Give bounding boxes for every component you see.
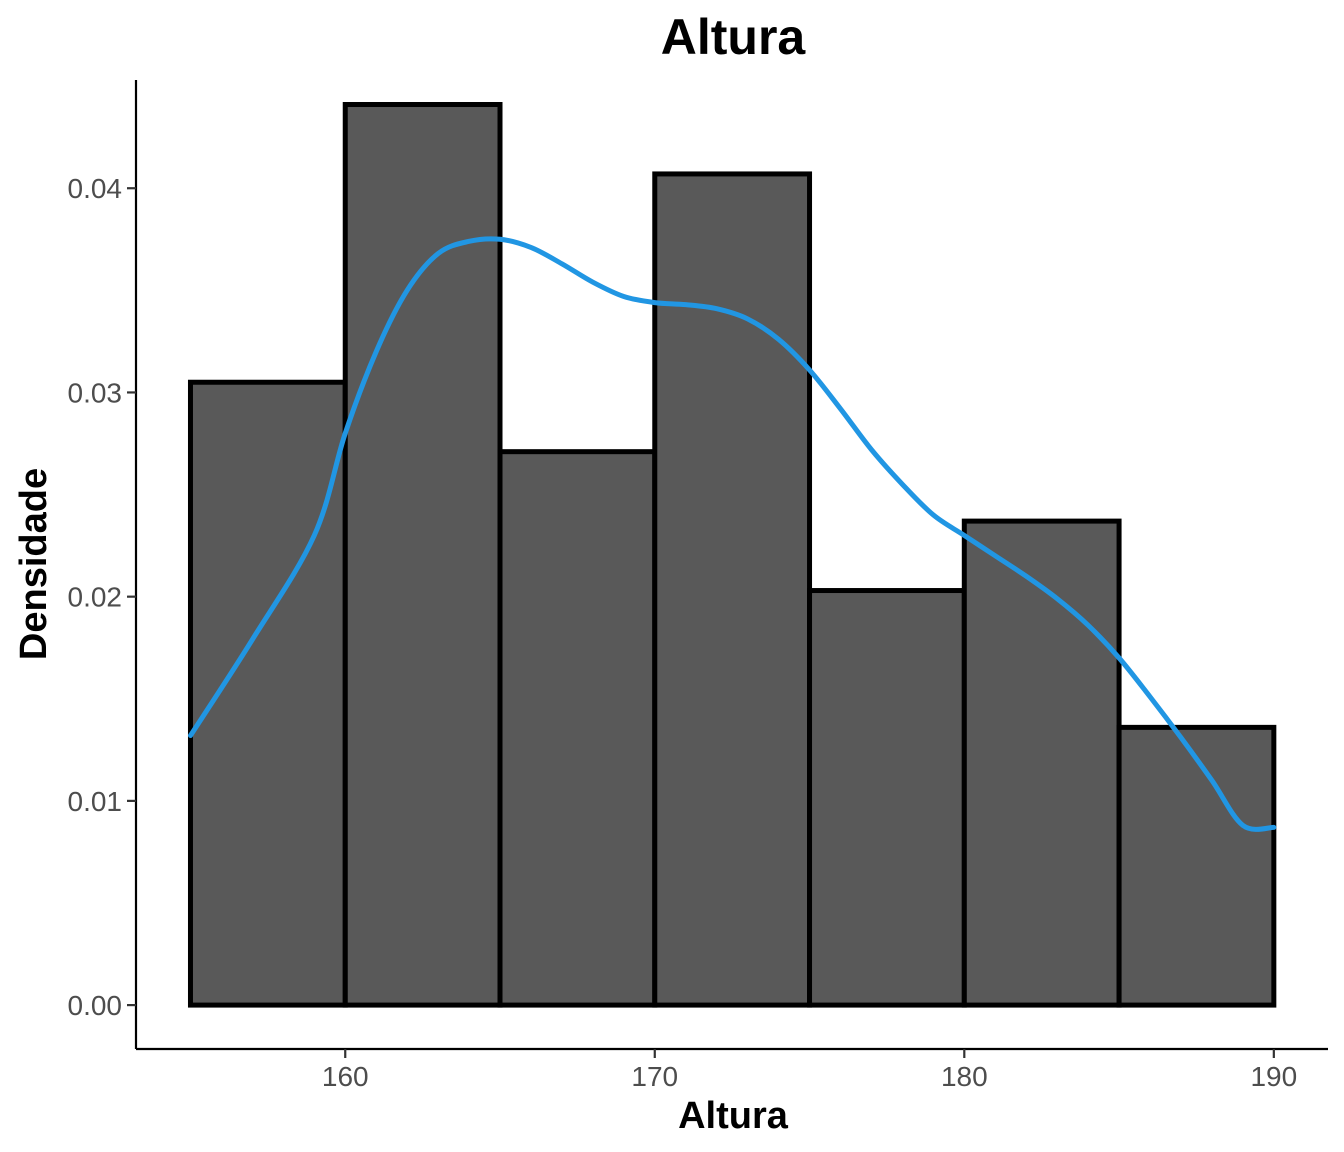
histogram-bar-6: [961, 518, 1122, 1008]
histogram-bar-7: [1116, 724, 1277, 1008]
histogram-bar-4: [652, 171, 813, 1008]
density-curve: [187, 236, 1277, 832]
y-tick-label: 0.03: [68, 377, 123, 408]
density-curve-layer: [187, 236, 1277, 832]
x-tick-label: 190: [1250, 1061, 1297, 1092]
x-tick-label: 180: [941, 1061, 988, 1092]
histogram-bar-3: [497, 449, 658, 1008]
y-axis-title: Densidade: [13, 468, 55, 660]
x-axis-title: Altura: [678, 1095, 789, 1137]
histogram-bar-2: [342, 102, 503, 1008]
x-tick-label: 160: [322, 1061, 369, 1092]
y-tick-label: 0.02: [68, 582, 123, 613]
x-axis-ticks: 160 170 180 190: [322, 1049, 1297, 1092]
chart-title: Altura: [661, 9, 807, 65]
y-tick-label: 0.00: [68, 990, 123, 1021]
histogram-bar-1: [187, 379, 348, 1008]
plot-panel: [187, 102, 1277, 1008]
x-tick-label: 170: [631, 1061, 678, 1092]
histogram-bars: [187, 102, 1277, 1008]
y-tick-label: 0.01: [68, 786, 123, 817]
y-tick-label: 0.04: [68, 173, 123, 204]
histogram-bar-5: [807, 588, 967, 1008]
y-axis-ticks: 0.00 0.01 0.02 0.03 0.04: [68, 173, 136, 1021]
